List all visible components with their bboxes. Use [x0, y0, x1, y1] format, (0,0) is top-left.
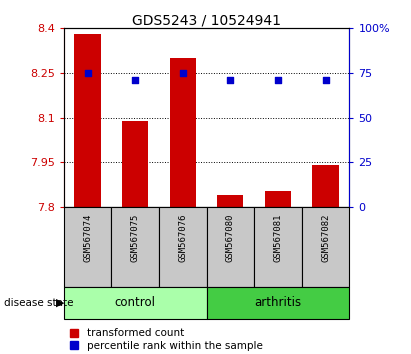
Bar: [64, 287, 206, 319]
Text: GSM567075: GSM567075: [131, 213, 140, 262]
Bar: [159, 207, 206, 287]
Point: [180, 70, 186, 76]
Bar: [170, 58, 196, 207]
Bar: [265, 191, 291, 207]
Point: [275, 77, 281, 83]
Text: disease state: disease state: [4, 298, 74, 308]
Text: arthritis: arthritis: [254, 296, 302, 309]
Point: [322, 77, 329, 83]
Bar: [111, 207, 159, 287]
Point: [84, 70, 91, 76]
Legend: transformed count, percentile rank within the sample: transformed count, percentile rank withi…: [69, 327, 263, 352]
Text: GSM567082: GSM567082: [321, 213, 330, 262]
Text: ▶: ▶: [55, 298, 64, 308]
Bar: [206, 287, 349, 319]
Bar: [206, 207, 254, 287]
Bar: [64, 207, 111, 287]
Bar: [122, 121, 148, 207]
Text: GSM567074: GSM567074: [83, 213, 92, 262]
Bar: [74, 34, 101, 207]
Title: GDS5243 / 10524941: GDS5243 / 10524941: [132, 13, 281, 27]
Text: GSM567076: GSM567076: [178, 213, 187, 262]
Text: GSM567080: GSM567080: [226, 213, 235, 262]
Text: GSM567081: GSM567081: [273, 213, 282, 262]
Bar: [312, 165, 339, 207]
Point: [227, 77, 233, 83]
Point: [132, 77, 139, 83]
Bar: [254, 207, 302, 287]
Text: control: control: [115, 296, 156, 309]
Bar: [217, 195, 243, 207]
Bar: [302, 207, 349, 287]
